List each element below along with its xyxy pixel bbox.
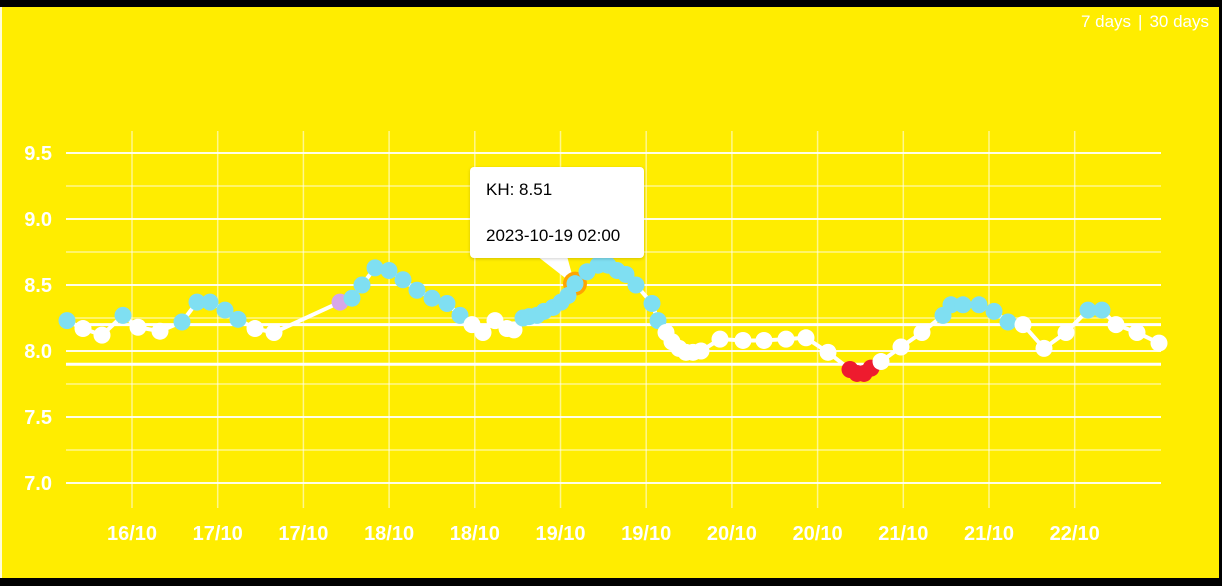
data-point[interactable] [1014, 316, 1032, 334]
data-point[interactable] [954, 296, 972, 314]
data-point[interactable] [913, 324, 931, 342]
x-axis-tick-label: 16/10 [107, 523, 157, 545]
tooltip-value: KH: 8.51 [486, 180, 553, 199]
x-axis-tick-label: 20/10 [707, 523, 757, 545]
data-point[interactable] [970, 296, 988, 314]
data-point[interactable] [777, 330, 795, 348]
data-point[interactable] [366, 259, 384, 277]
y-axis-tick-label: 7.0 [24, 473, 52, 495]
data-point[interactable] [755, 331, 773, 349]
x-axis-tick-label: 20/10 [793, 523, 843, 545]
x-axis-tick-label: 19/10 [621, 523, 671, 545]
data-point[interactable] [474, 324, 492, 342]
tooltip-date: 2023-10-19 02:00 [486, 226, 621, 245]
threshold-lines [66, 323, 1161, 366]
data-point[interactable] [1035, 339, 1053, 357]
data-point[interactable] [643, 294, 661, 312]
data-point[interactable] [1128, 324, 1146, 342]
data-point[interactable] [1057, 324, 1075, 342]
data-point[interactable] [1093, 301, 1111, 319]
tooltip-pointer [537, 256, 575, 286]
x-axis-tick-label: 18/10 [450, 523, 500, 545]
data-point[interactable] [872, 353, 890, 371]
data-point[interactable] [343, 289, 361, 307]
data-point[interactable] [423, 289, 441, 307]
data-point[interactable] [985, 302, 1003, 320]
data-point[interactable] [129, 318, 147, 336]
data-point[interactable] [649, 312, 667, 330]
x-axis-tick-label: 17/10 [278, 523, 328, 545]
data-point[interactable] [353, 276, 371, 294]
data-point[interactable] [173, 313, 191, 331]
y-axis-tick-label: 9.5 [24, 143, 52, 165]
data-point[interactable] [58, 312, 76, 330]
x-axis-tick-label: 19/10 [535, 523, 585, 545]
data-point[interactable] [942, 296, 960, 314]
data-point[interactable] [229, 310, 247, 328]
data-point[interactable] [797, 329, 815, 347]
y-axis-tick-label: 9.0 [24, 209, 52, 231]
x-axis-tick-label: 21/10 [878, 523, 928, 545]
data-points [58, 256, 1168, 382]
chart-tooltip: KH: 8.51 2023-10-19 02:00 [470, 167, 644, 258]
range-separator: | [1138, 12, 1143, 31]
range-switch: 7 days | 30 days [1081, 11, 1209, 33]
y-axis-tick-label: 8.0 [24, 341, 52, 363]
data-point[interactable] [627, 276, 645, 294]
data-point[interactable] [566, 275, 584, 293]
data-point[interactable] [93, 326, 111, 344]
data-point[interactable] [692, 342, 710, 360]
x-axis-tick-label: 18/10 [364, 523, 414, 545]
data-point[interactable] [114, 306, 132, 324]
data-point[interactable] [1079, 301, 1097, 319]
data-point[interactable] [711, 330, 729, 348]
data-point[interactable] [380, 261, 398, 279]
data-point[interactable] [438, 294, 456, 312]
y-axis-tick-label: 8.5 [24, 275, 52, 297]
data-point[interactable] [1150, 334, 1168, 352]
data-point[interactable] [74, 320, 92, 338]
data-point[interactable] [486, 312, 504, 330]
x-axis-labels: 16/10 17/10 17/10 18/10 18/10 19/10 19/10 20/10… [107, 523, 1100, 545]
range-link-30-days[interactable]: 30 days [1149, 12, 1209, 31]
data-point[interactable] [819, 343, 837, 361]
data-point[interactable] [151, 322, 169, 340]
data-point[interactable] [617, 265, 635, 283]
data-point[interactable] [1107, 316, 1125, 334]
data-point[interactable] [408, 281, 426, 299]
data-point[interactable] [216, 301, 234, 319]
x-axis-tick-label: 22/10 [1050, 523, 1100, 545]
data-point[interactable] [892, 338, 910, 356]
data-point[interactable] [999, 313, 1017, 331]
data-point[interactable] [265, 324, 283, 342]
data-point[interactable] [505, 321, 523, 339]
range-link-7-days[interactable]: 7 days [1080, 12, 1132, 31]
x-axis-tick-label: 17/10 [193, 523, 243, 545]
y-axis-labels: 9.5 9.0 8.5 8.0 7.5 7.0 [24, 143, 52, 495]
data-point[interactable] [246, 320, 264, 338]
x-axis-tick-label: 21/10 [964, 523, 1014, 545]
data-point[interactable] [451, 306, 469, 324]
data-point[interactable] [394, 271, 412, 289]
data-point[interactable] [188, 293, 206, 311]
data-point[interactable] [734, 331, 752, 349]
data-point[interactable] [201, 293, 219, 311]
y-axis-tick-label: 7.5 [24, 407, 52, 429]
